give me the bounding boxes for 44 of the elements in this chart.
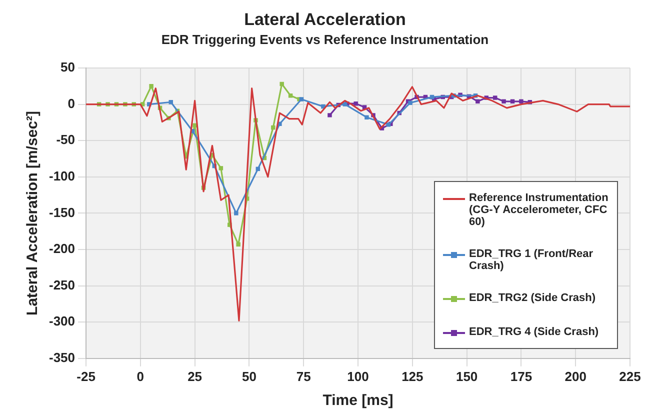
y-tick-label: -150 [48,204,76,220]
legend-label: EDR_TRG 4 (Side Crash) [469,326,599,338]
x-tick-label: -25 [76,368,96,384]
point [354,101,358,106]
point [342,102,348,106]
x-tick-label: 200 [564,368,586,384]
chart-title: Lateral Acceleration [244,10,406,29]
x-tick-label: 100 [347,368,369,384]
point [149,84,154,88]
y-tick-label: -200 [48,241,76,256]
legend-label: Reference Instrumentation (CG-Y Accelerometer, CFC 60) [469,192,609,228]
x-tick-label: 125 [402,368,424,384]
legend-label: EDR_TRG 1 (Front/Rear Crash) [469,248,594,272]
point [502,99,506,104]
y-axis-title: Lateral Acceleration [m/sec²] [24,110,42,316]
x-tick-label: 75 [296,368,311,384]
y-tick-label: -350 [48,350,76,365]
point [328,113,332,118]
point [492,96,498,100]
y-tick-label: -50 [56,132,76,148]
x-tick-label: 0 [136,368,144,384]
point [519,99,524,104]
chart-subtitle: EDR Triggering Events vs Reference Instrumentation [161,32,489,47]
point [364,115,369,120]
x-tick-label: 50 [242,368,256,384]
y-tick-label: -250 [48,277,76,292]
point [234,211,238,216]
point [218,166,224,170]
x-tick-label: 25 [188,368,202,384]
legend-label: EDR_TRG2 (Side Crash) [469,292,596,304]
point [299,97,304,102]
y-tick-label: -100 [48,168,76,184]
point [280,82,284,86]
x-tick-label: 150 [456,368,478,384]
x-tick-label: 175 [510,368,532,384]
point [271,125,276,130]
point [476,99,480,104]
x-axis-title: Time [ms] [322,392,394,410]
point [236,242,240,247]
point [408,100,412,105]
y-tick-label: 50 [60,60,76,75]
y-tick-label: 0 [68,96,76,111]
y-tick-label: -300 [48,314,76,329]
x-tick-label: 225 [619,368,641,384]
